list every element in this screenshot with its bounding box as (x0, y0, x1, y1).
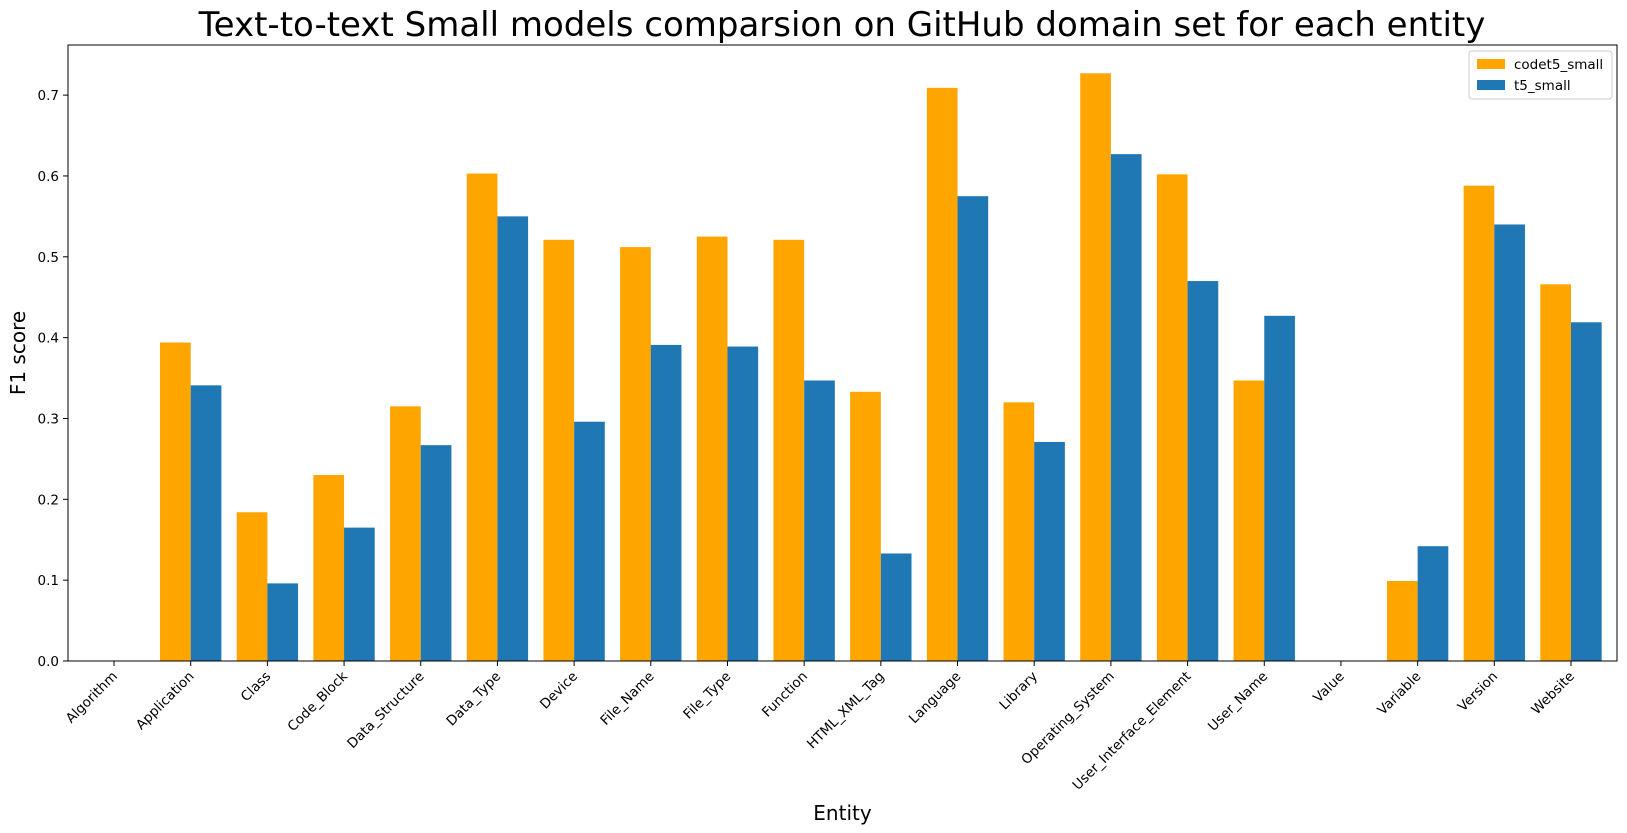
bar-codet5_small-Data_Type (466, 173, 498, 661)
bar-codet5_small-File_Type (696, 236, 728, 661)
x-tick-label: HTML_XML_Tag (804, 669, 888, 753)
bar-t5_small-Device (574, 421, 605, 661)
bar-t5_small-Data_Structure (420, 445, 452, 661)
x-tick-label: Application (133, 669, 198, 734)
y-tick-label: 0.5 (38, 250, 59, 266)
bar-t5_small-Operating_System (1110, 154, 1142, 662)
bar-codet5_small-Application (160, 342, 191, 661)
x-tick-label: Library (996, 669, 1041, 714)
y-tick-label: 0.0 (38, 654, 59, 670)
bar-t5_small-Version (1494, 224, 1525, 661)
bar-t5_small-Language (957, 196, 989, 662)
bar-t5_small-Variable (1417, 546, 1449, 661)
plot-frame (67, 44, 1618, 662)
x-tick-label: File_Name (597, 669, 657, 729)
bar-t5_small-File_Type (727, 346, 759, 661)
x-tick-label: Variable (1374, 669, 1424, 719)
y-axis-label: F1 score (6, 311, 30, 395)
x-tick-label: User_Name (1205, 669, 1271, 735)
bar-codet5_small-Data_Structure (390, 406, 421, 661)
bar-t5_small-Data_Type (497, 216, 529, 661)
x-tick-label: Value (1310, 669, 1348, 707)
bar-codet5_small-Code_Block (313, 475, 345, 661)
bars-layer (160, 73, 1602, 662)
legend-swatch-codet5_small (1477, 59, 1505, 69)
bar-codet5_small-Version (1463, 185, 1495, 661)
y-tick-label: 0.3 (38, 411, 59, 427)
chart-title: Text-to-text Small models comparsion on … (198, 5, 1486, 45)
bar-codet5_small-Function (773, 239, 805, 661)
legend: codet5_small t5_small (1468, 50, 1613, 100)
x-tick-label: Website (1528, 669, 1577, 718)
x-tick-label: Version (1455, 669, 1501, 715)
bar-codet5_small-Language (926, 87, 958, 661)
x-tick-label: Code_Block (285, 668, 351, 734)
bar-t5_small-Application (190, 385, 222, 661)
x-tick-label: File_Type (680, 669, 734, 723)
bar-t5_small-User_Interface_Element (1187, 281, 1219, 661)
bar-t5_small-Class (267, 583, 299, 661)
bar-codet5_small-HTML_XML_Tag (850, 391, 881, 661)
bar-t5_small-User_Name (1264, 315, 1295, 661)
y-tick-label: 0.1 (38, 573, 59, 589)
x-tick-label: Algorithm (63, 669, 121, 727)
bar-t5_small-Library (1034, 441, 1065, 661)
x-tick-label: Language (906, 669, 964, 727)
bar-codet5_small-User_Name (1233, 380, 1265, 661)
bar-codet5_small-Operating_System (1080, 73, 1111, 662)
x-tick-label: Class (238, 669, 274, 705)
bar-codet5_small-Variable (1386, 580, 1418, 661)
bar-codet5_small-File_Name (620, 247, 651, 661)
bar-t5_small-Website (1570, 322, 1602, 661)
bar-codet5_small-Device (543, 239, 575, 661)
x-axis-label: Entity (813, 801, 872, 825)
y-tick-label: 0.2 (38, 492, 59, 508)
bar-t5_small-HTML_XML_Tag (880, 553, 912, 661)
x-tick-label: Function (759, 669, 811, 721)
y-axis: 0.0 0.1 0.2 0.3 0.4 0.5 0.6 0.7 (38, 88, 68, 670)
bar-t5_small-Function (804, 380, 835, 661)
y-tick-label: 0.4 (38, 331, 59, 347)
x-tick-label: Data_Type (443, 669, 504, 730)
legend-label-codet5_small: codet5_small (1514, 57, 1603, 73)
y-tick-label: 0.6 (38, 169, 59, 185)
x-tick-label: Data_Structure (344, 669, 427, 752)
bar-codet5_small-Website (1540, 284, 1571, 661)
x-axis: Algorithm Application Class Code_BlockData_… (63, 661, 1578, 793)
bar-t5_small-File_Name (650, 344, 682, 661)
bar-codet5_small-User_Interface_Element (1156, 174, 1188, 662)
bar-t5_small-Code_Block (344, 527, 375, 661)
legend-swatch-t5_small (1477, 80, 1505, 90)
bar-codet5_small-Library (1003, 402, 1035, 661)
legend-label-t5_small: t5_small (1514, 78, 1571, 94)
x-tick-label: Device (537, 669, 581, 713)
y-tick-label: 0.7 (38, 88, 59, 104)
bar-codet5_small-Class (236, 512, 268, 661)
